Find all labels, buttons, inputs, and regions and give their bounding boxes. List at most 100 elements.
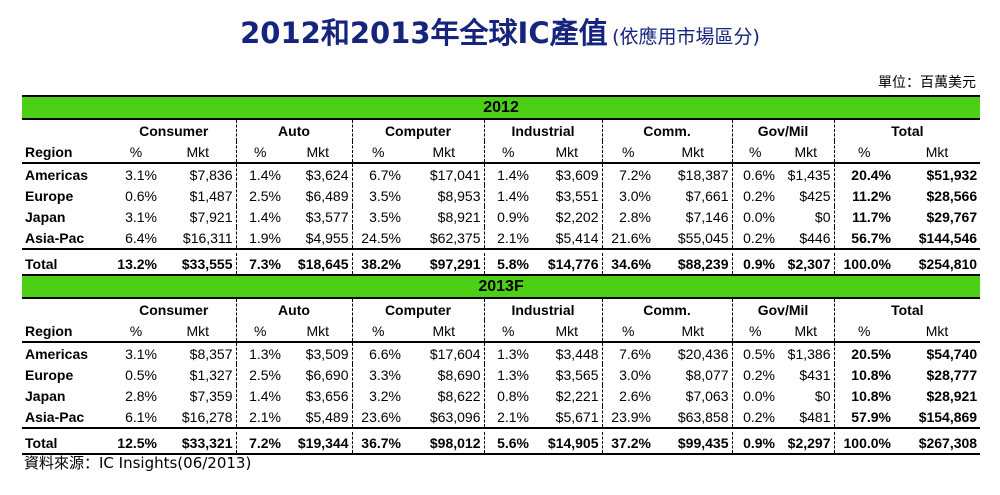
category-header: Total bbox=[833, 298, 981, 320]
table-row-cell: $28,566 bbox=[926, 187, 978, 204]
table-row: Europe 0.5% $1,327 2.5% $6,690 3.3% $8,690 1.3%… bbox=[22, 364, 980, 385]
table-row: Japan 3.1% $7,921 1.4% $3,577 3.5% $8,921 0.9% $… bbox=[22, 206, 980, 227]
market-header: Mkt bbox=[532, 320, 602, 343]
total-row-cell: $99,435 bbox=[654, 432, 732, 455]
table-row-cell: $3,577 bbox=[305, 208, 349, 225]
table-row-cell: $1,327 bbox=[189, 366, 233, 383]
table-row-cell: $8,622 bbox=[437, 387, 481, 404]
sub-header-row: Region% Mkt% Mkt% Mkt% Mkt% Mkt% Mkt% Mkt bbox=[22, 320, 981, 343]
category-header: Total bbox=[833, 119, 981, 141]
table-row-cell: $7,146 bbox=[685, 208, 729, 225]
table-row-cell: $17,604 bbox=[429, 345, 481, 362]
total-row: Total 12.5% $33,321 7.2% $19,344 36.7% $98,012… bbox=[22, 432, 981, 455]
category-header: Consumer bbox=[139, 122, 209, 139]
table-row-cell: 10.8% bbox=[833, 364, 894, 385]
table-row-cell: $54,740 bbox=[926, 345, 978, 362]
total-row-cell: $33,555 bbox=[160, 253, 236, 276]
total-row-cell: $98,012 bbox=[404, 432, 484, 455]
percent-header: % bbox=[112, 141, 160, 164]
market-header: Mkt bbox=[160, 320, 236, 343]
table-row-cell: 23.9% bbox=[601, 406, 654, 429]
table-row-cell: 1.4% bbox=[235, 385, 284, 406]
table-row: Europe 0.6% $1,487 2.5% $6,489 3.5% $8,953 1.4%… bbox=[22, 185, 980, 206]
category-header-row: Consumer Auto Computer Industrial Comm. Gov/M… bbox=[22, 119, 981, 141]
table-row-cell: 1.4% bbox=[235, 206, 284, 227]
table-row-cell: 20.4% bbox=[833, 163, 894, 185]
table-row-cell: 2.6% bbox=[601, 385, 654, 406]
percent-header: % bbox=[483, 320, 532, 343]
category-header: Gov/Mil bbox=[731, 298, 834, 320]
percent-header: % bbox=[483, 141, 532, 164]
table-row-cell: $3,509 bbox=[305, 345, 349, 362]
table-row-cell: $3,624 bbox=[305, 166, 349, 183]
table-row-cell: $29,767 bbox=[926, 208, 978, 225]
total-row-cell: 0.9% bbox=[731, 253, 778, 276]
table-row-cell: 0.0% bbox=[731, 385, 778, 406]
table-row-cell: $6,690 bbox=[305, 366, 349, 383]
table-row-cell: 3.3% bbox=[351, 364, 404, 385]
table-row-cell: $28,777 bbox=[926, 366, 978, 383]
table-row-cell: $62,375 bbox=[404, 227, 484, 250]
category-header: Auto bbox=[235, 298, 352, 320]
table-row-cell: $425 bbox=[799, 187, 831, 204]
total-row-cell: 38.2% bbox=[351, 253, 404, 276]
category-header: Comm. bbox=[601, 298, 732, 320]
table-row-cell: $1,435 bbox=[787, 166, 831, 183]
table-row-cell: 0.2% bbox=[731, 227, 778, 250]
title-main: 2012和2013年全球IC產值 bbox=[240, 16, 608, 50]
table-row-cell: 6.1% bbox=[112, 406, 160, 429]
table-row-cell: $28,921 bbox=[926, 387, 978, 404]
table-row-cell: 7.6% bbox=[601, 342, 654, 364]
table-row-cell: 2.1% bbox=[235, 406, 284, 429]
table-row-cell: $4,955 bbox=[284, 227, 352, 250]
table-row-cell: $1,386 bbox=[787, 345, 831, 362]
table-row-cell: $144,546 bbox=[894, 227, 981, 250]
total-row-cell: $267,308 bbox=[894, 432, 981, 455]
table-row-cell: 24.5% bbox=[351, 227, 404, 250]
table-row-cell: $6,489 bbox=[305, 187, 349, 204]
region-name: Japan bbox=[25, 387, 66, 404]
market-header: Mkt bbox=[894, 320, 981, 343]
total-row-cell: 7.2% bbox=[235, 432, 284, 455]
percent-header: % bbox=[601, 320, 654, 343]
total-row-cell: 100.0% bbox=[833, 432, 894, 455]
category-header: Gov/Mil bbox=[731, 119, 834, 141]
table-row-cell: $8,357 bbox=[189, 345, 233, 362]
percent-header: % bbox=[833, 141, 894, 164]
table-row: Asia-Pac 6.4% $16,311 1.9% $4,955 24.5% $62,37… bbox=[22, 227, 981, 250]
table-row-cell: 3.1% bbox=[125, 166, 157, 183]
table-row-cell: 2.5% bbox=[235, 364, 284, 385]
table-row-cell: 11.7% bbox=[833, 206, 894, 227]
table-row-cell: $16,278 bbox=[160, 406, 236, 429]
market-header: Mkt bbox=[894, 141, 981, 164]
region-name: Americas bbox=[25, 345, 89, 362]
market-header: Mkt bbox=[532, 141, 602, 164]
percent-header: % bbox=[731, 320, 778, 343]
table-row-cell: $8,921 bbox=[437, 208, 481, 225]
table-row-cell: $431 bbox=[799, 366, 831, 383]
percent-header: % bbox=[112, 320, 160, 343]
table-row-cell: 0.6% bbox=[125, 187, 157, 204]
table-row-cell: 1.4% bbox=[483, 163, 532, 185]
table-row-cell: 0.8% bbox=[483, 385, 532, 406]
unit-label: 單位：百萬美元 bbox=[878, 75, 976, 91]
table-row-cell: $3,656 bbox=[305, 387, 349, 404]
table-row-cell: 2.8% bbox=[125, 387, 157, 404]
region-header: Region bbox=[22, 141, 112, 164]
table-row-cell: $481 bbox=[778, 406, 834, 429]
region-header: Region bbox=[22, 320, 112, 343]
table-row-cell: 0.5% bbox=[731, 342, 778, 364]
table-row-cell: 0.2% bbox=[731, 185, 778, 206]
table-row-cell: 57.9% bbox=[833, 406, 894, 429]
table-row: Americas 3.1% $7,836 1.4% $3,624 6.7% $17,041 1… bbox=[22, 163, 980, 185]
percent-header: % bbox=[235, 320, 284, 343]
table-row-cell: 7.2% bbox=[601, 163, 654, 185]
table-row-cell: 3.1% bbox=[125, 345, 157, 362]
total-row-cell: $18,645 bbox=[284, 253, 352, 276]
table-row-cell: 10.8% bbox=[833, 385, 894, 406]
market-header: Mkt bbox=[284, 320, 352, 343]
total-row-cell: 7.3% bbox=[235, 253, 284, 276]
total-row-cell: $19,344 bbox=[284, 432, 352, 455]
table-row-cell: $5,671 bbox=[532, 406, 602, 429]
table-row-cell: $7,836 bbox=[189, 166, 233, 183]
